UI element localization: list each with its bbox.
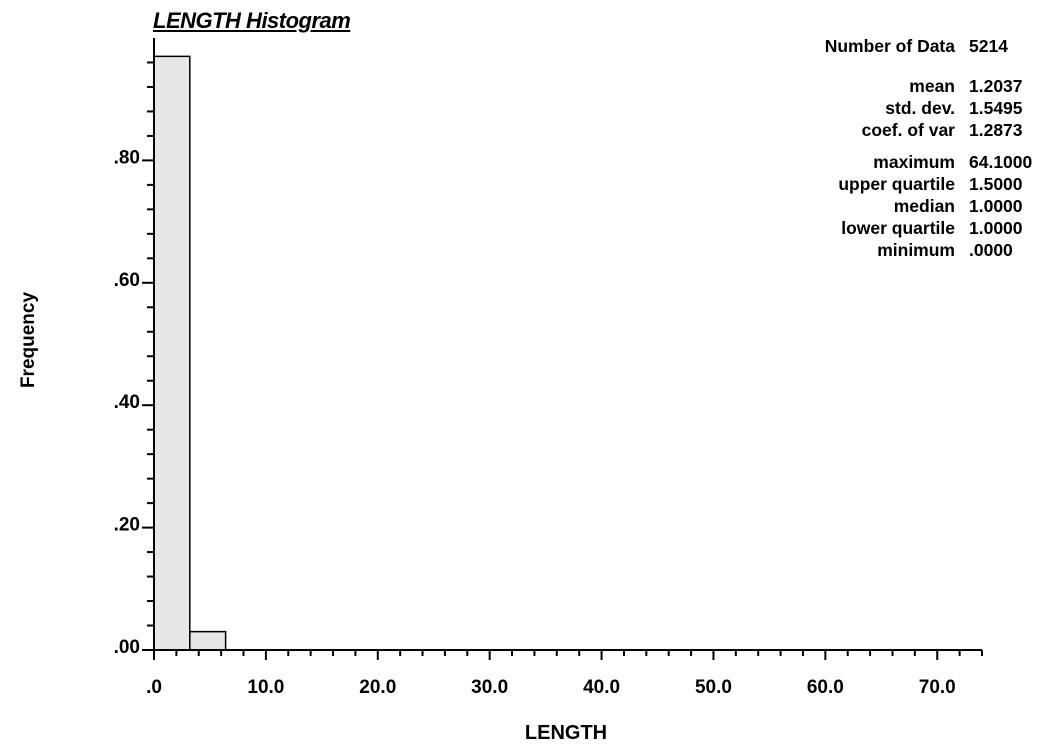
y-tick-label: .60: [114, 270, 140, 291]
stat-label: lower quartile: [841, 218, 955, 238]
stat-label: median: [893, 196, 955, 216]
stat-value: 1.2873: [969, 120, 1023, 140]
stat-value: .0000: [969, 240, 1013, 260]
y-axis-label: Frequency: [18, 291, 39, 389]
x-axis-label: LENGTH: [524, 722, 608, 744]
x-tick-label: 30.0: [471, 677, 508, 698]
stat-label: coef. of var: [861, 120, 955, 140]
stat-label: Number of Data: [824, 36, 955, 56]
stat-value: 1.5000: [969, 174, 1023, 194]
stat-label: maximum: [873, 152, 955, 172]
y-tick-label: .20: [114, 515, 140, 536]
chart-axes: [153, 38, 982, 651]
y-tick-label: .40: [114, 392, 140, 413]
histogram-bar-0: [153, 55, 191, 651]
histogram-bars: [153, 55, 227, 651]
stat-value: 1.5495: [969, 98, 1023, 118]
stat-value: 5214: [969, 36, 1008, 56]
stat-label: upper quartile: [838, 174, 955, 194]
x-tick-label: 60.0: [807, 677, 844, 698]
stat-value: 1.0000: [969, 196, 1023, 216]
y-tick-label: .00: [114, 637, 140, 658]
y-axis-ticks: .00 .20 .40 .60 .80: [114, 61, 154, 658]
x-axis-ticks: .0 10.0 20.0 30.0 40.0 50.0 60.0 70.0: [146, 650, 983, 698]
stat-label: mean: [909, 76, 955, 96]
stat-label: std. dev.: [885, 98, 955, 118]
x-tick-label: 20.0: [359, 677, 396, 698]
x-tick-label: 50.0: [695, 677, 732, 698]
x-tick-label: 40.0: [583, 677, 620, 698]
y-tick-label: .80: [114, 147, 140, 168]
stat-value: 1.2037: [969, 76, 1023, 96]
x-tick-label: .0: [146, 677, 162, 698]
histogram-bar-1: [189, 630, 227, 651]
stat-value: 64.1000: [969, 152, 1033, 172]
stat-value: 1.0000: [969, 218, 1023, 238]
x-tick-label: 70.0: [919, 677, 956, 698]
stat-label: minimum: [877, 240, 955, 260]
x-tick-label: 10.0: [247, 677, 284, 698]
chart-title: LENGTH Histogram: [153, 8, 351, 33]
